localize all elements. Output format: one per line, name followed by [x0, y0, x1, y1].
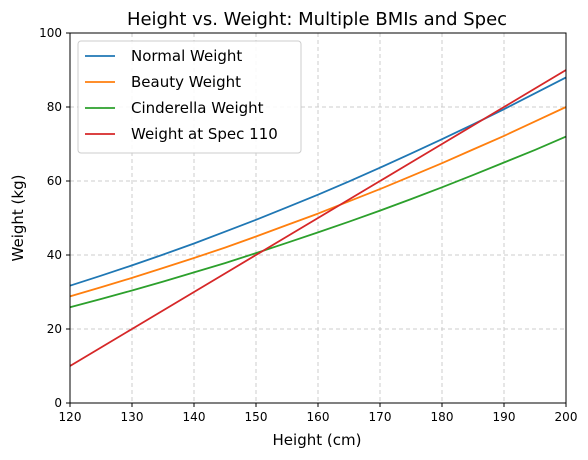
y-tick-label: 20	[47, 322, 62, 336]
y-tick-label: 0	[54, 396, 62, 410]
y-axis-label: Weight (kg)	[9, 175, 27, 262]
legend-label: Weight at Spec 110	[131, 125, 278, 143]
series-line-beauty-weight	[69, 106, 567, 298]
x-tick-label: 180	[431, 410, 454, 424]
legend: Normal Weight Beauty Weight Cinderella Wei…	[77, 40, 302, 154]
x-tick-label: 170	[369, 410, 392, 424]
y-tick-label: 40	[47, 248, 62, 262]
chart-title: Height vs. Weight: Multiple BMIs and Spe…	[127, 9, 507, 30]
series-line-weight-at-spec-110	[69, 69, 567, 367]
x-tick-label: 160	[307, 410, 330, 424]
legend-box	[77, 40, 302, 154]
plot-lines	[69, 69, 567, 367]
legend-label: Normal Weight	[131, 47, 242, 65]
x-tick-label: 140	[183, 410, 206, 424]
y-tick-label: 100	[39, 26, 62, 40]
x-tick-label: 130	[121, 410, 144, 424]
legend-label: Cinderella Weight	[131, 99, 264, 117]
x-tick-label: 190	[493, 410, 516, 424]
x-tick-label: 120	[59, 410, 82, 424]
y-tick-label: 60	[47, 174, 62, 188]
x-tick-label: 200	[555, 410, 578, 424]
x-tick-label: 150	[245, 410, 268, 424]
axis-ticks: 120 130 140 150 160 170 180 190 200 0 20 40 60 80 100	[39, 26, 577, 424]
series-line-cinderella-weight	[69, 135, 567, 309]
legend-label: Beauty Weight	[131, 73, 241, 91]
x-axis-label: Height (cm)	[273, 431, 362, 449]
y-tick-label: 80	[47, 100, 62, 114]
